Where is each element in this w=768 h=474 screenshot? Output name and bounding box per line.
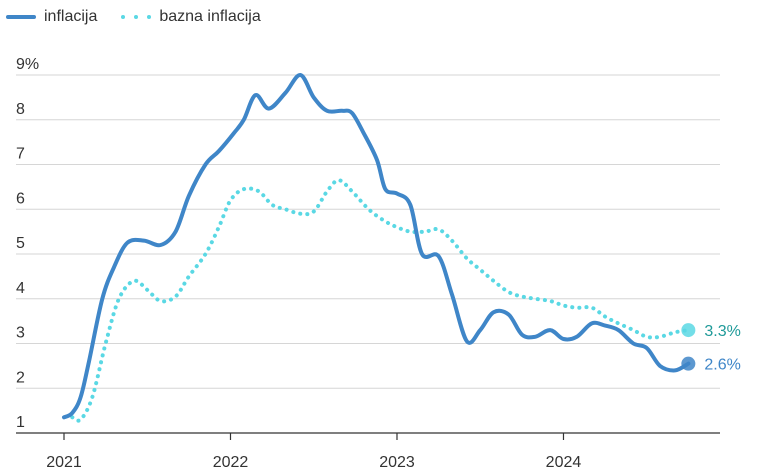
legend-swatch-inflacija (6, 15, 36, 19)
y-tick-label: 9% (16, 56, 39, 73)
y-tick-label: 5 (16, 235, 25, 252)
y-tick-label: 1 (16, 414, 25, 431)
x-tick-label: 2022 (213, 454, 249, 471)
legend-item-inflacija: inflacija (6, 8, 97, 26)
end-label-inflacija: 2.6% (704, 357, 740, 374)
end-label-bazna-inflacija: 3.3% (704, 323, 740, 340)
y-tick-label: 8 (16, 101, 25, 118)
grid-lines (16, 74, 720, 389)
series-line-bazna-inflacija (70, 178, 691, 423)
y-tick-label: 3 (16, 325, 25, 342)
end-marker-inflacija (681, 356, 696, 371)
x-tick-label: 2024 (546, 454, 582, 471)
x-tick-label: 2021 (46, 454, 82, 471)
y-tick-label: 6 (16, 190, 25, 207)
series-lines (62, 73, 691, 423)
legend-label-inflacija: inflacija (44, 8, 98, 25)
series-line-inflacija (62, 73, 691, 420)
end-marker-bazna-inflacija (681, 323, 696, 338)
y-axis-ticks: 1 2 3 4 5 6 7 8 9% (16, 56, 39, 431)
x-axis: 2021 2022 2023 2024 (16, 432, 720, 471)
y-tick-label: 4 (16, 280, 25, 297)
chart-legend: inflacija bazna inflacija (6, 6, 285, 28)
y-tick-label: 2 (16, 369, 25, 386)
legend-label-bazna-inflacija: bazna inflacija (159, 8, 261, 25)
legend-swatch-bazna-inflacija (121, 15, 152, 19)
x-tick-label: 2023 (379, 454, 415, 471)
y-tick-label: 7 (16, 146, 25, 163)
end-markers: 2.6% 3.3% (681, 323, 741, 374)
legend-item-bazna-inflacija: bazna inflacija (121, 8, 261, 26)
